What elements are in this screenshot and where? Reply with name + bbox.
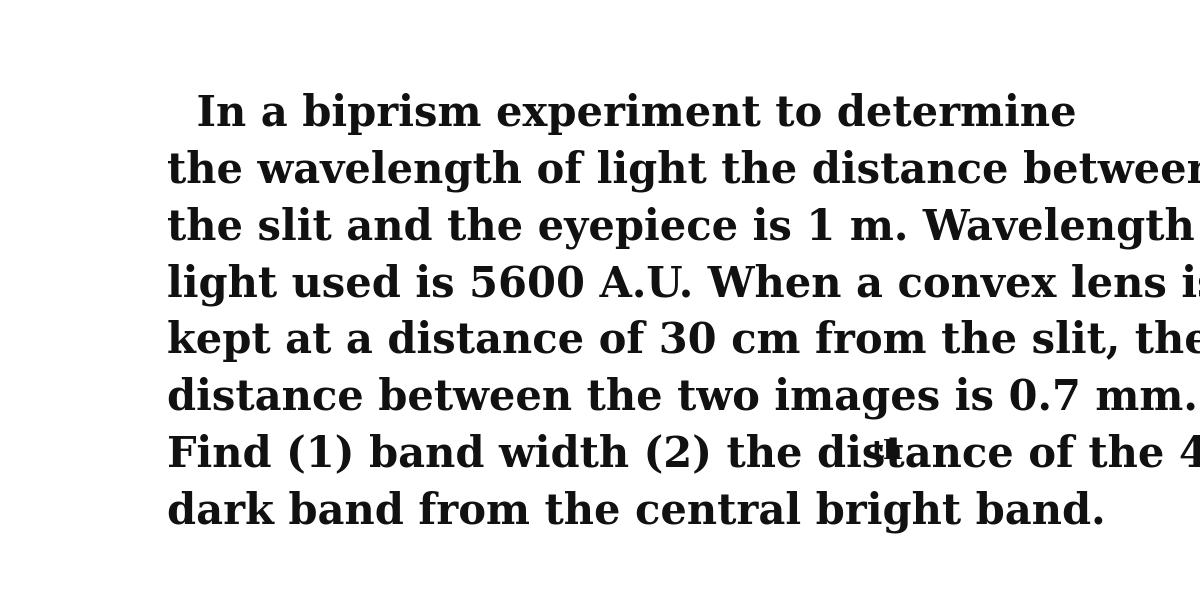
- Text: In a biprism experiment to determine: In a biprism experiment to determine: [154, 93, 1076, 135]
- Text: the wavelength of light the distance between: the wavelength of light the distance bet…: [167, 149, 1200, 192]
- Text: th: th: [871, 439, 904, 464]
- Text: distance between the two images is 0.7 mm.: distance between the two images is 0.7 m…: [167, 377, 1198, 419]
- Text: Find (1) band width (2) the distance of the 4: Find (1) band width (2) the distance of …: [167, 434, 1200, 476]
- Text: kept at a distance of 30 cm from the slit, the: kept at a distance of 30 cm from the sli…: [167, 320, 1200, 362]
- Text: the slit and the eyepiece is 1 m. Wavelength of: the slit and the eyepiece is 1 m. Wavele…: [167, 206, 1200, 249]
- Text: light used is 5600 A.U. When a convex lens is: light used is 5600 A.U. When a convex le…: [167, 263, 1200, 306]
- Text: dark band from the central bright band.: dark band from the central bright band.: [167, 491, 1105, 533]
